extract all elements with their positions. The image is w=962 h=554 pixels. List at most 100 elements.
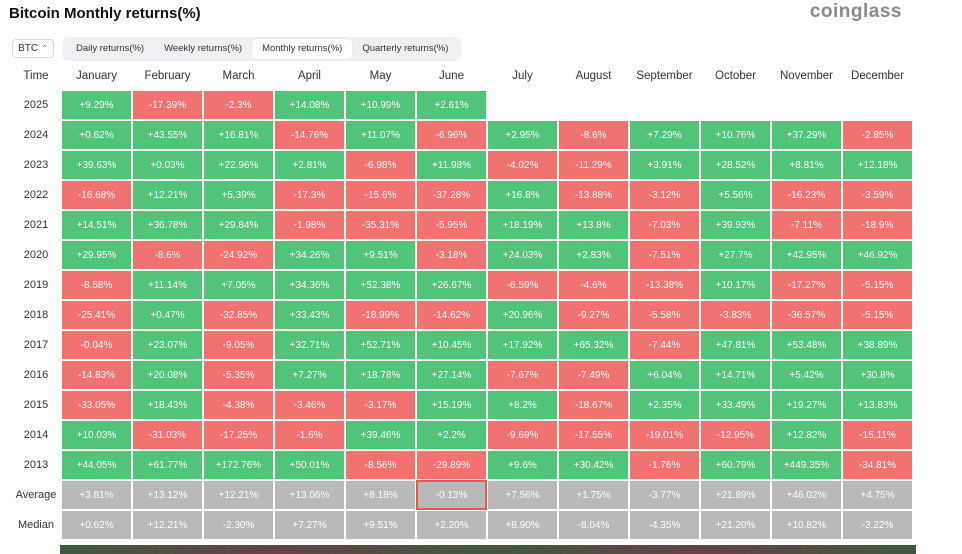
return-cell[interactable]: -24.92% <box>203 240 274 270</box>
return-cell[interactable]: -14.62% <box>416 300 487 330</box>
return-cell[interactable]: -2.3% <box>203 90 274 120</box>
return-cell[interactable]: -6.59% <box>487 270 558 300</box>
summary-cell[interactable]: +13.06% <box>274 480 345 510</box>
return-cell[interactable]: -7.49% <box>558 360 629 390</box>
return-cell[interactable]: +14.08% <box>274 90 345 120</box>
summary-cell[interactable]: -2.30% <box>203 510 274 540</box>
return-cell[interactable]: +10.76% <box>700 120 771 150</box>
tab-quarterly[interactable]: Quarterly returns(%) <box>362 43 449 54</box>
return-cell[interactable]: -14.83% <box>61 360 132 390</box>
return-cell[interactable]: +36.78% <box>132 210 203 240</box>
return-cell[interactable]: -18.67% <box>558 390 629 420</box>
return-cell[interactable]: +34.26% <box>274 240 345 270</box>
return-cell[interactable]: +27.7% <box>700 240 771 270</box>
return-cell[interactable]: -7.11% <box>771 210 842 240</box>
return-cell[interactable]: +8.2% <box>487 390 558 420</box>
summary-cell[interactable]: +13.12% <box>132 480 203 510</box>
return-cell[interactable]: +65.32% <box>558 330 629 360</box>
return-cell[interactable]: -5.35% <box>203 360 274 390</box>
return-cell[interactable]: +11.14% <box>132 270 203 300</box>
return-cell[interactable]: +17.92% <box>487 330 558 360</box>
summary-cell[interactable]: +7.27% <box>274 510 345 540</box>
return-cell[interactable]: +10.45% <box>416 330 487 360</box>
return-cell[interactable]: +20.96% <box>487 300 558 330</box>
return-cell[interactable]: -9.69% <box>487 420 558 450</box>
return-cell[interactable]: -8.58% <box>61 270 132 300</box>
return-cell[interactable]: +16.8% <box>487 180 558 210</box>
return-cell[interactable]: +23.07% <box>132 330 203 360</box>
return-cell[interactable]: +50.01% <box>274 450 345 480</box>
return-cell[interactable]: +30.42% <box>558 450 629 480</box>
return-cell[interactable]: -5.58% <box>629 300 700 330</box>
summary-cell[interactable]: -4.35% <box>629 510 700 540</box>
return-cell[interactable]: -15.6% <box>345 180 416 210</box>
summary-cell[interactable]: +4.75% <box>842 480 913 510</box>
return-cell[interactable]: +29.84% <box>203 210 274 240</box>
return-cell[interactable]: +39.63% <box>61 150 132 180</box>
return-cell[interactable]: +9.6% <box>487 450 558 480</box>
return-cell[interactable]: +6.04% <box>629 360 700 390</box>
return-cell[interactable]: +10.99% <box>345 90 416 120</box>
return-cell[interactable]: +13.83% <box>842 390 913 420</box>
summary-cell[interactable]: +0.62% <box>61 510 132 540</box>
return-cell[interactable]: +0.62% <box>61 120 132 150</box>
summary-cell[interactable]: +46.02% <box>771 480 842 510</box>
return-cell[interactable]: +52.38% <box>345 270 416 300</box>
return-cell[interactable]: -35.31% <box>345 210 416 240</box>
return-cell[interactable]: +12.21% <box>132 180 203 210</box>
return-cell[interactable]: +18.78% <box>345 360 416 390</box>
return-cell[interactable]: +33.49% <box>700 390 771 420</box>
return-cell[interactable]: -7.67% <box>487 360 558 390</box>
summary-cell[interactable]: +9.51% <box>345 510 416 540</box>
return-cell[interactable]: +7.05% <box>203 270 274 300</box>
return-cell[interactable]: -7.03% <box>629 210 700 240</box>
return-cell[interactable]: +9.51% <box>345 240 416 270</box>
summary-cell[interactable]: +3.81% <box>61 480 132 510</box>
return-cell[interactable]: -15.11% <box>842 420 913 450</box>
return-cell[interactable]: -29.89% <box>416 450 487 480</box>
return-cell[interactable]: +44.05% <box>61 450 132 480</box>
return-cell[interactable]: +449.35% <box>771 450 842 480</box>
coin-select[interactable]: BTC ⌃ <box>12 39 54 58</box>
return-cell[interactable]: +5.39% <box>203 180 274 210</box>
return-cell[interactable]: -1.98% <box>274 210 345 240</box>
return-cell[interactable]: -33.05% <box>61 390 132 420</box>
return-cell[interactable]: -4.38% <box>203 390 274 420</box>
summary-cell[interactable]: +2.20% <box>416 510 487 540</box>
return-cell[interactable]: +5.56% <box>700 180 771 210</box>
summary-cell[interactable]: +8.18% <box>345 480 416 510</box>
return-cell[interactable]: -17.55% <box>558 420 629 450</box>
return-cell[interactable]: +2.83% <box>558 240 629 270</box>
summary-cell[interactable]: +10.82% <box>771 510 842 540</box>
return-cell[interactable]: -5.15% <box>842 300 913 330</box>
return-cell[interactable]: +2.95% <box>487 120 558 150</box>
return-cell[interactable]: -6.96% <box>416 120 487 150</box>
return-cell[interactable]: +10.17% <box>700 270 771 300</box>
return-cell[interactable]: -6.98% <box>345 150 416 180</box>
return-cell[interactable]: +16.81% <box>203 120 274 150</box>
return-cell[interactable]: +19.27% <box>771 390 842 420</box>
return-cell[interactable]: -13.88% <box>558 180 629 210</box>
return-cell[interactable]: -3.59% <box>842 180 913 210</box>
return-cell[interactable]: -3.83% <box>700 300 771 330</box>
return-cell[interactable]: -13.38% <box>629 270 700 300</box>
return-cell[interactable]: +61.77% <box>132 450 203 480</box>
return-cell[interactable]: -25.41% <box>61 300 132 330</box>
summary-cell[interactable]: +12.21% <box>132 510 203 540</box>
return-cell[interactable]: -32.85% <box>203 300 274 330</box>
return-cell[interactable]: +13.8% <box>558 210 629 240</box>
return-cell[interactable]: -3.12% <box>629 180 700 210</box>
return-cell[interactable]: +2.61% <box>416 90 487 120</box>
return-cell[interactable]: -17.39% <box>132 90 203 120</box>
return-cell[interactable]: +29.95% <box>61 240 132 270</box>
return-cell[interactable]: +2.2% <box>416 420 487 450</box>
return-cell[interactable]: -8.56% <box>345 450 416 480</box>
summary-cell[interactable]: +12.21% <box>203 480 274 510</box>
return-cell[interactable]: +52.71% <box>345 330 416 360</box>
return-cell[interactable]: +3.91% <box>629 150 700 180</box>
return-cell[interactable]: -9.05% <box>203 330 274 360</box>
return-cell[interactable]: -17.25% <box>203 420 274 450</box>
return-cell[interactable]: +9.29% <box>61 90 132 120</box>
return-cell[interactable]: -7.51% <box>629 240 700 270</box>
summary-cell[interactable]: +8.90% <box>487 510 558 540</box>
